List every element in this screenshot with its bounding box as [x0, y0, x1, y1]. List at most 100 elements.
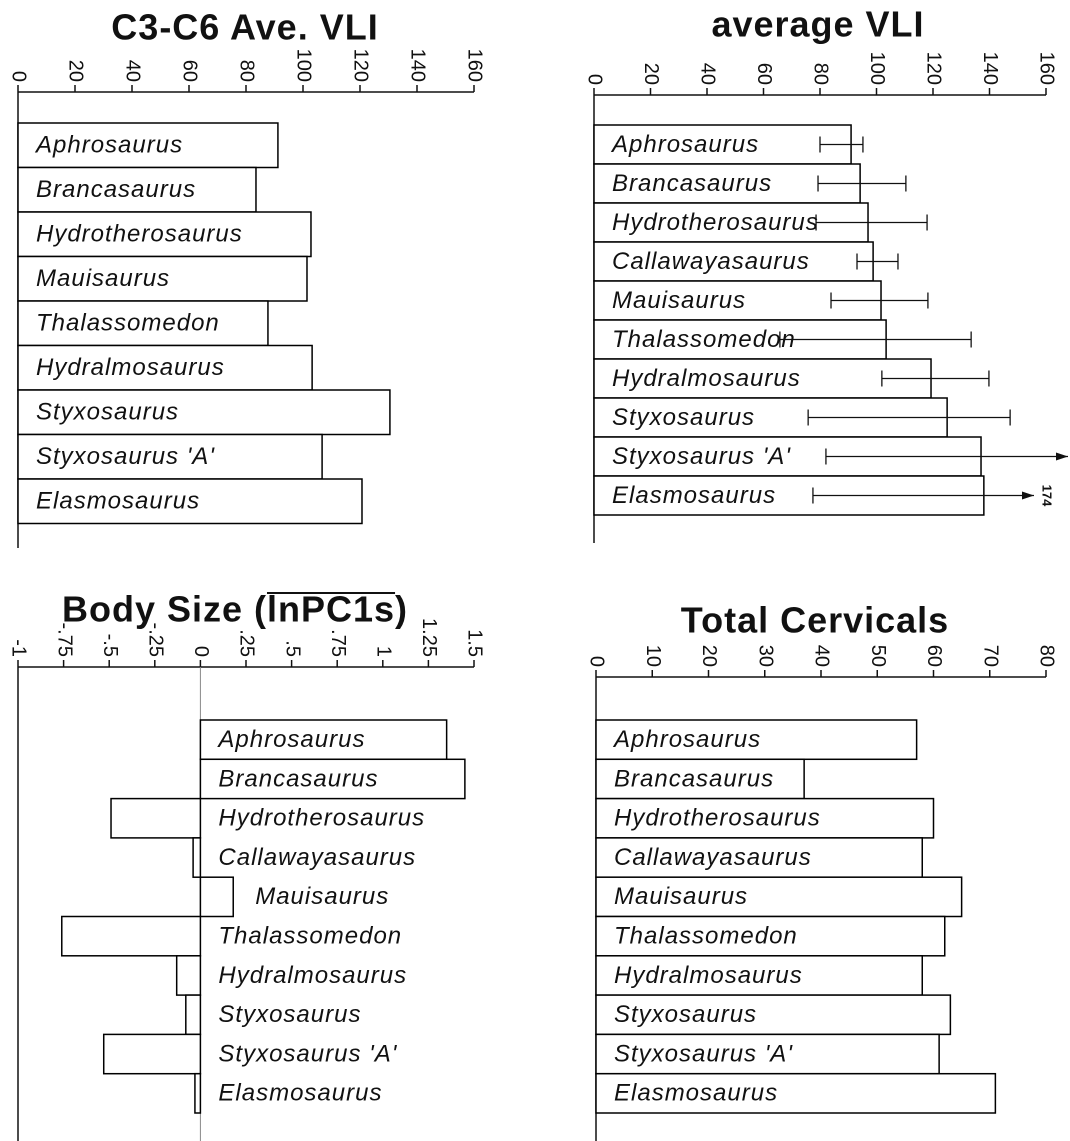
x-tick-label: 100: [293, 49, 315, 82]
category-label: Brancasaurus: [614, 765, 774, 792]
category-label: Hydralmosaurus: [612, 365, 801, 392]
category-label: Hydrotherosaurus: [614, 805, 821, 832]
category-label: Mauisaurus: [255, 883, 389, 910]
category-label: Thalassomedon: [218, 922, 402, 949]
x-tick-label: 60: [179, 60, 201, 82]
bar: [17, 211, 312, 258]
bar: [17, 166, 257, 213]
x-tick-label: 80: [236, 60, 258, 82]
x-tick-label: 10: [642, 645, 664, 667]
error-arrow: [1022, 491, 1034, 500]
error-high-label: 174: [1040, 485, 1055, 507]
bar: [593, 124, 852, 165]
bar: [175, 955, 202, 996]
chart-title: average VLI: [711, 4, 924, 45]
category-label: Styxosaurus 'A': [612, 443, 791, 470]
category-label: Hydrotherosaurus: [218, 805, 425, 832]
category-label: Brancasaurus: [612, 170, 772, 197]
bar: [595, 994, 952, 1036]
x-tick-label: 100: [866, 52, 888, 85]
category-label: Styxosaurus: [36, 399, 179, 426]
x-tick-label: 0: [584, 74, 606, 85]
category-label: Styxosaurus 'A': [36, 443, 215, 470]
x-tick-label: -1: [8, 639, 30, 657]
category-label: Thalassomedon: [614, 922, 798, 949]
x-tick-label: 20: [640, 63, 662, 85]
x-tick-label: 80: [810, 63, 832, 85]
category-label: Hydralmosaurus: [614, 962, 803, 989]
bar: [595, 915, 946, 957]
error-arrow: [1056, 452, 1068, 461]
bar: [102, 1033, 202, 1075]
category-label: Styxosaurus: [218, 1001, 361, 1028]
bar: [595, 797, 935, 839]
bar: [110, 797, 202, 839]
bar: [17, 255, 308, 302]
x-tick-label: 50: [867, 645, 889, 667]
bar: [17, 478, 363, 525]
bar: [595, 955, 923, 996]
x-tick-label: 0: [8, 71, 30, 82]
bar: [61, 915, 202, 957]
bar: [192, 837, 202, 878]
x-tick-label: 1.25: [418, 618, 440, 657]
category-label: Callawayasaurus: [612, 248, 810, 275]
x-tick-label: .25: [236, 629, 258, 657]
x-tick-label: 0: [190, 646, 212, 657]
category-label: Aphrosaurus: [216, 726, 365, 753]
bar: [17, 300, 269, 347]
x-tick-label: 160: [464, 49, 486, 82]
category-label: Brancasaurus: [36, 176, 196, 203]
x-tick-label: 160: [1036, 52, 1058, 85]
category-label: Styxosaurus 'A': [614, 1040, 793, 1067]
bar: [595, 876, 963, 918]
category-label: Thalassomedon: [36, 310, 220, 337]
category-label: Mauisaurus: [612, 287, 746, 314]
x-tick-label: 20: [698, 645, 720, 667]
category-label: Elasmosaurus: [36, 488, 200, 515]
category-label: Hydrotherosaurus: [612, 209, 819, 236]
bar: [595, 1072, 997, 1114]
category-label: Hydrotherosaurus: [36, 221, 243, 248]
category-label: Aphrosaurus: [610, 131, 759, 158]
x-tick-label: 0: [586, 656, 608, 667]
category-label: Mauisaurus: [36, 265, 170, 292]
chart-title: C3-C6 Ave. VLI: [111, 7, 378, 48]
x-tick-label: -.25: [145, 623, 167, 657]
x-tick-label: -.75: [53, 623, 75, 657]
category-label: Thalassomedon: [612, 326, 796, 353]
bar: [17, 433, 323, 480]
category-label: Elasmosaurus: [614, 1080, 778, 1107]
category-label: Elasmosaurus: [612, 482, 776, 509]
bar: [595, 1033, 940, 1075]
category-label: Styxosaurus 'A': [218, 1040, 397, 1067]
x-tick-label: 120: [923, 52, 945, 85]
bar: [185, 994, 202, 1036]
category-label: Hydralmosaurus: [218, 962, 407, 989]
x-tick-label: 120: [350, 49, 372, 82]
x-tick-label: 80: [1036, 645, 1058, 667]
x-tick-label: 1.5: [464, 629, 486, 657]
bar: [199, 876, 234, 918]
bar: [17, 389, 391, 436]
category-label: Callawayasaurus: [218, 844, 416, 871]
bar: [194, 1072, 202, 1114]
category-label: Styxosaurus: [612, 404, 755, 431]
category-label: Aphrosaurus: [612, 726, 761, 753]
chart-title: Body Size (lnPC1s): [62, 589, 408, 630]
chart-title: Total Cervicals: [681, 600, 949, 641]
x-tick-label: 60: [753, 63, 775, 85]
x-tick-label: -.5: [99, 634, 121, 657]
x-tick-label: 140: [979, 52, 1001, 85]
x-tick-label: .75: [327, 629, 349, 657]
category-label: Elasmosaurus: [218, 1080, 382, 1107]
bar: [17, 344, 313, 391]
x-tick-label: 70: [979, 645, 1001, 667]
category-label: Styxosaurus: [614, 1001, 757, 1028]
x-tick-label: 30: [754, 645, 776, 667]
x-tick-label: 140: [407, 49, 429, 82]
bar: [593, 241, 874, 282]
bar: [199, 758, 466, 800]
category-label: Brancasaurus: [218, 765, 378, 792]
